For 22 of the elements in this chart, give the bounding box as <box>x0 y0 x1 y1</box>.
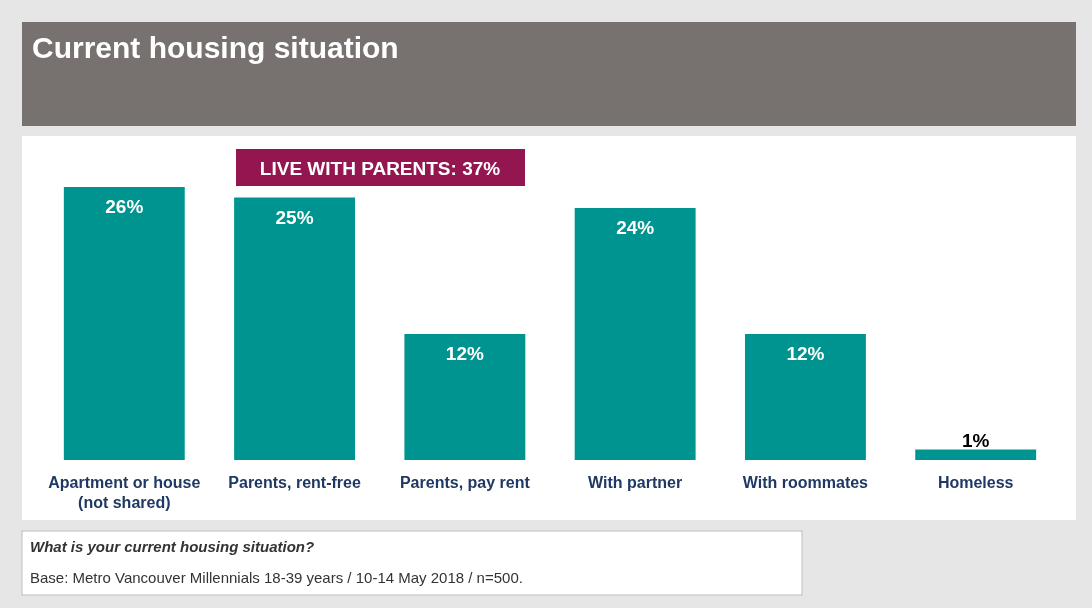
text: Base: Metro Vancouver Millennials 18-39 years / 10-14 May 2018 / n=500. <box>30 569 523 586</box>
bar <box>404 334 526 460</box>
data-label: 1% <box>961 429 990 451</box>
chart-title: Current housing situation <box>32 31 399 64</box>
data-label: 24% <box>616 217 655 238</box>
data-label: 12% <box>445 343 484 364</box>
bar <box>234 197 356 460</box>
x-tick-label: With roommates <box>742 474 869 491</box>
x-tick-label: Apartment or house (not shared) <box>48 474 201 511</box>
data-label: 12% <box>786 343 825 364</box>
x-tick-label: Homeless <box>937 474 1014 491</box>
x-tick-label: Parents, pay rent <box>399 474 531 491</box>
bar <box>574 208 696 460</box>
bar <box>915 449 1037 460</box>
x-tick-label: Parents, rent-free <box>228 474 361 491</box>
bar <box>63 187 185 460</box>
x-tick-label: With partner <box>588 474 683 491</box>
data-label: 25% <box>275 206 314 228</box>
text: What is your current housing situation? <box>30 538 315 555</box>
text: LIVE WITH PARENTS: 37% <box>259 158 501 179</box>
data-label: 26% <box>105 196 144 217</box>
bar <box>744 334 866 460</box>
